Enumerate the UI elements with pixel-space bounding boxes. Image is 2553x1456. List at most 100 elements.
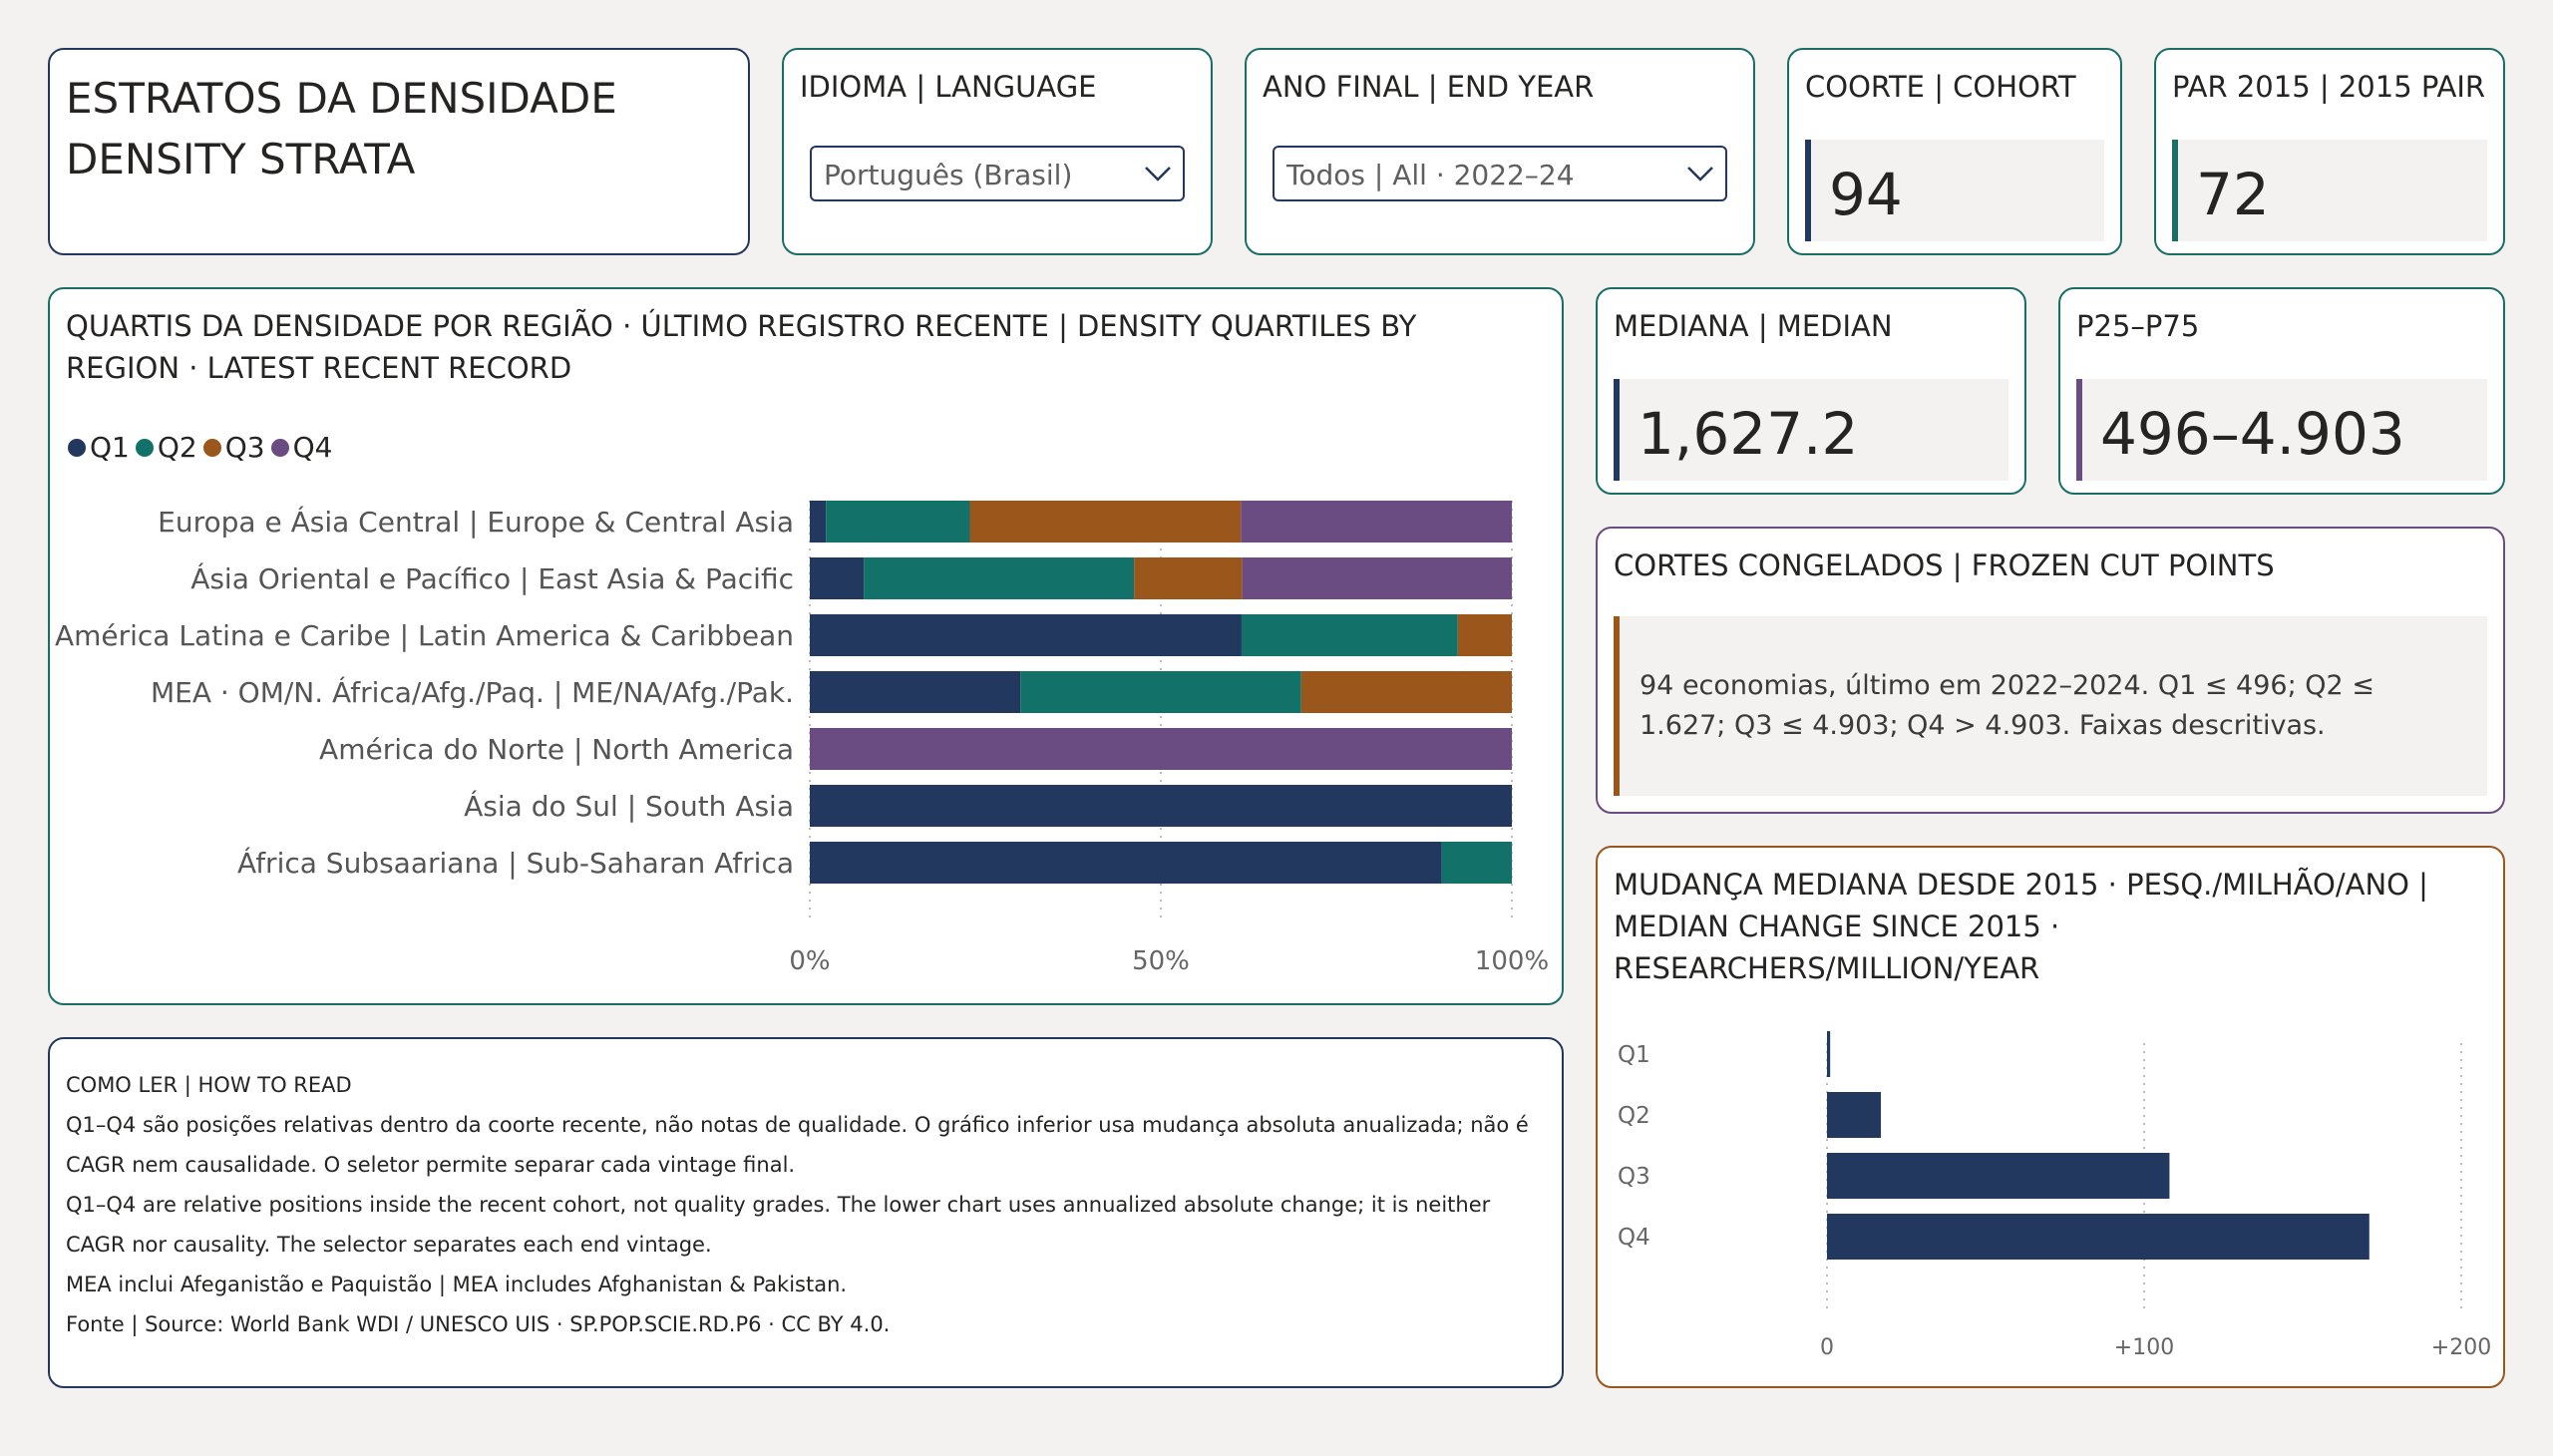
median-change-chart: Q1 Q2 Q3 Q4 0 +100 +200 xyxy=(1618,1031,2491,1360)
bar-segment-q1 xyxy=(810,557,865,599)
median-change-chart-title: MUDANÇA MEDIANA DESDE 2015 · PESQ./MILHÃ… xyxy=(1614,868,2428,985)
category-label: Q1 xyxy=(1618,1042,1650,1068)
language-filter-card: IDIOMA | LANGUAGE Português (Brasil) xyxy=(782,48,1213,255)
accent-bar xyxy=(2172,140,2178,241)
accent-bar xyxy=(1805,140,1811,241)
frozen-cuts-text: 94 economias, último em 2022–2024. Q1 ≤ … xyxy=(1640,670,2374,741)
legend-label: Q1 xyxy=(90,431,130,464)
category-label: Q4 xyxy=(1618,1225,1650,1251)
median-kpi-box: 1,627.2 xyxy=(1614,379,2008,481)
x-tick-label: +100 xyxy=(2114,1335,2174,1360)
accent-bar xyxy=(1614,616,1620,796)
cohort-kpi-value: 94 xyxy=(1829,161,1903,228)
legend-item-q4[interactable]: Q4 xyxy=(270,431,333,464)
bar-segment-q3 xyxy=(1300,671,1512,713)
bar-segment-q2 xyxy=(1441,842,1512,884)
frozen-cuts-box: 94 economias, último em 2022–2024. Q1 ≤ … xyxy=(1614,616,2487,796)
legend-item-q2[interactable]: Q2 xyxy=(135,431,197,464)
chevron-down-icon xyxy=(1145,167,1171,182)
cohort-kpi-label: COORTE | COHORT xyxy=(1805,70,2076,104)
bar-segment-q2 xyxy=(1241,614,1458,656)
bar-segment-q4 xyxy=(810,728,1512,770)
median-kpi-value: 1,627.2 xyxy=(1638,400,1859,468)
pair-kpi-value: 72 xyxy=(2196,161,2270,228)
end-year-filter-label: ANO FINAL | END YEAR xyxy=(1263,70,1595,104)
legend-dot-icon xyxy=(270,438,289,457)
bar-segment-q2 xyxy=(1020,671,1301,713)
pair-kpi-label: PAR 2015 | 2015 PAIR xyxy=(2172,70,2486,104)
bar-segment-q3 xyxy=(969,501,1242,543)
how-to-read-line: Q1–Q4 são posições relativas dentro da c… xyxy=(66,1113,1529,1177)
pair-kpi-box: 72 xyxy=(2172,140,2487,241)
chevron-down-icon xyxy=(1687,167,1713,182)
category-label: MEA · OM/N. África/Afg./Paq. | ME/NA/Afg… xyxy=(151,675,794,709)
median-kpi-card: MEDIANA | MEDIAN 1,627.2 xyxy=(1596,287,2026,495)
accent-bar xyxy=(2076,379,2082,481)
iqr-kpi-label: P25–P75 xyxy=(2076,309,2200,343)
end-year-dropdown-value: Todos | All · 2022–24 xyxy=(1286,159,1575,191)
bar-segment-q2 xyxy=(826,501,970,543)
end-year-dropdown[interactable]: Todos | All · 2022–24 xyxy=(1273,146,1727,201)
bar xyxy=(1827,1092,1882,1138)
legend-label: Q3 xyxy=(224,431,265,464)
how-to-read-text: COMO LER | HOW TO READ Q1–Q4 são posiçõe… xyxy=(66,1065,1542,1344)
cohort-kpi-card: COORTE | COHORT 94 xyxy=(1787,48,2122,255)
category-label: América do Norte | North America xyxy=(319,733,794,766)
category-label: Ásia Oriental e Pacífico | East Asia & P… xyxy=(190,561,794,595)
bar-segment-q1 xyxy=(810,614,1242,656)
quartiles-chart: Europa e Ásia Central | Europe & Central… xyxy=(55,501,1549,976)
category-label: África Subsaariana | Sub-Saharan Africa xyxy=(237,846,794,880)
bar xyxy=(1827,1031,1831,1077)
bar-segment-q1 xyxy=(810,785,1512,827)
source-note: Fonte | Source: World Bank WDI / UNESCO … xyxy=(66,1312,891,1336)
iqr-kpi-card: P25–P75 496–4.903 xyxy=(2058,287,2505,495)
accent-bar xyxy=(1614,379,1620,481)
language-filter-label: IDIOMA | LANGUAGE xyxy=(800,70,1097,104)
frozen-cuts-card: CORTES CONGELADOS | FROZEN CUT POINTS 94… xyxy=(1596,527,2505,814)
page-title-line2: DENSITY STRATA xyxy=(66,135,416,183)
bar-segment-q2 xyxy=(864,557,1135,599)
median-change-chart-card: MUDANÇA MEDIANA DESDE 2015 · PESQ./MILHÃ… xyxy=(1596,846,2505,1388)
legend-dot-icon xyxy=(68,438,86,457)
page-title-line1: ESTRATOS DA DENSIDADE xyxy=(66,74,617,123)
end-year-filter-card: ANO FINAL | END YEAR Todos | All · 2022–… xyxy=(1245,48,1755,255)
legend-label: Q2 xyxy=(157,431,197,464)
legend-label: Q4 xyxy=(292,431,333,464)
how-to-read-line: MEA inclui Afeganistão e Paquistão | MEA… xyxy=(66,1273,848,1296)
quartiles-legend: Q1 Q2 Q3 Q4 xyxy=(68,431,338,464)
median-kpi-label: MEDIANA | MEDIAN xyxy=(1614,309,1893,343)
category-label: Q3 xyxy=(1618,1164,1650,1190)
legend-item-q3[interactable]: Q3 xyxy=(202,431,265,464)
x-tick-label: 0 xyxy=(1820,1335,1834,1360)
iqr-kpi-value: 496–4.903 xyxy=(2100,400,2405,468)
bar-segment-q1 xyxy=(810,671,1021,713)
bar xyxy=(1827,1153,2170,1199)
quartiles-chart-card: QUARTIS DA DENSIDADE POR REGIÃO · ÚLTIMO… xyxy=(48,287,1564,1005)
how-to-read-title: COMO LER | HOW TO READ xyxy=(66,1073,352,1097)
iqr-kpi-box: 496–4.903 xyxy=(2076,379,2487,481)
category-label: América Latina e Caribe | Latin America … xyxy=(55,619,794,652)
bar xyxy=(1827,1214,2370,1260)
x-tick-label: 50% xyxy=(1132,946,1190,976)
legend-dot-icon xyxy=(202,438,221,457)
pair-kpi-card: PAR 2015 | 2015 PAIR 72 xyxy=(2154,48,2505,255)
x-tick-label: +200 xyxy=(2431,1335,2491,1360)
how-to-read-line: Q1–Q4 are relative positions inside the … xyxy=(66,1193,1491,1257)
bar-segment-q1 xyxy=(810,842,1442,884)
language-dropdown[interactable]: Português (Brasil) xyxy=(810,146,1185,201)
bar-segment-q3 xyxy=(1457,614,1512,656)
bar-segment-q1 xyxy=(810,501,827,543)
page-title: ESTRATOS DA DENSIDADE DENSITY STRATA xyxy=(66,68,617,189)
category-label: Europa e Ásia Central | Europe & Central… xyxy=(158,505,794,539)
how-to-read-card: COMO LER | HOW TO READ Q1–Q4 são posiçõe… xyxy=(48,1037,1564,1388)
legend-item-q1[interactable]: Q1 xyxy=(68,431,130,464)
title-card: ESTRATOS DA DENSIDADE DENSITY STRATA xyxy=(48,48,750,255)
legend-dot-icon xyxy=(135,438,154,457)
bar-segment-q3 xyxy=(1134,557,1243,599)
quartiles-chart-title: QUARTIS DA DENSIDADE POR REGIÃO · ÚLTIMO… xyxy=(66,309,1417,385)
language-dropdown-value: Português (Brasil) xyxy=(824,159,1073,191)
bar-segment-q4 xyxy=(1242,557,1512,599)
x-tick-label: 0% xyxy=(789,946,830,976)
x-tick-label: 100% xyxy=(1475,946,1549,976)
category-label: Ásia do Sul | South Asia xyxy=(464,789,794,823)
